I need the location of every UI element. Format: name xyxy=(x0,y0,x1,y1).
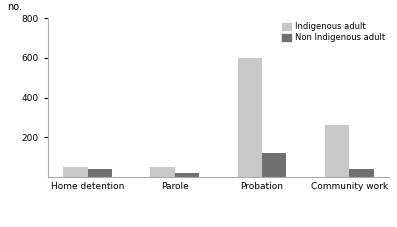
Legend: Indigenous adult, Non Indigenous adult: Indigenous adult, Non Indigenous adult xyxy=(282,22,385,42)
Bar xyxy=(262,153,286,177)
Bar xyxy=(237,58,262,177)
Bar xyxy=(88,169,112,177)
Bar xyxy=(349,169,374,177)
Bar xyxy=(150,167,175,177)
Bar xyxy=(63,167,88,177)
Text: no.: no. xyxy=(7,2,22,12)
Bar xyxy=(325,125,349,177)
Bar xyxy=(175,173,199,177)
